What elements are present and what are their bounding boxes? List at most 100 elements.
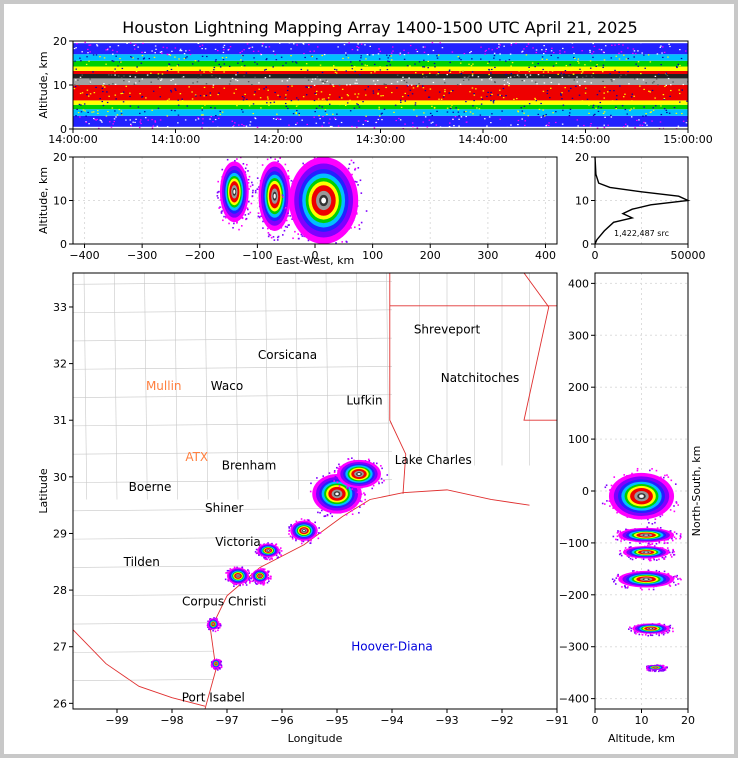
source-density-cell — [476, 107, 478, 109]
source-density-cell — [147, 119, 149, 121]
source-density-cell — [663, 98, 665, 100]
source-density-cell — [130, 125, 133, 127]
source-density-cell — [364, 89, 367, 91]
source-point — [224, 578, 227, 581]
source-density-cell — [663, 127, 665, 129]
source-point — [620, 538, 623, 540]
source-point — [347, 485, 349, 488]
source-density-cell — [199, 69, 201, 71]
source-density-cell — [562, 47, 564, 50]
source-density-cell — [436, 57, 439, 59]
source-density-cell — [652, 109, 655, 111]
source-density-cell — [201, 44, 204, 46]
source-density-cell — [316, 58, 318, 60]
source-density-cell — [214, 48, 217, 50]
source-density-cell — [595, 107, 597, 109]
source-density-cell — [496, 47, 498, 49]
source-point — [221, 210, 223, 212]
source-density-cell — [378, 48, 380, 50]
source-density-cell — [338, 101, 341, 104]
source-density-cell — [469, 52, 471, 54]
source-point — [310, 482, 312, 485]
source-density-cell — [396, 81, 399, 83]
source-point — [673, 510, 676, 513]
source-point — [251, 580, 254, 583]
source-density-cell — [176, 65, 179, 67]
source-density-cell — [243, 97, 245, 99]
source-density-cell — [399, 99, 402, 101]
source-density-cell — [485, 49, 487, 52]
source-density-cell — [380, 113, 383, 115]
source-density-cell — [611, 100, 614, 102]
source-density-cell — [409, 44, 412, 47]
source-density-cell — [151, 119, 153, 121]
density-contour — [644, 534, 649, 536]
source-density-cell — [364, 64, 366, 66]
source-density-cell — [296, 109, 298, 112]
source-density-cell — [551, 47, 553, 49]
source-point — [217, 629, 219, 632]
source-density-cell — [615, 98, 618, 101]
source-density-cell — [267, 89, 269, 91]
source-density-cell — [166, 115, 169, 117]
source-density-cell — [85, 115, 87, 117]
source-density-cell — [184, 57, 187, 59]
source-point — [284, 225, 287, 228]
source-point — [335, 242, 337, 244]
source-density-cell — [448, 69, 451, 71]
source-density-cell — [295, 105, 298, 107]
source-density-cell — [320, 91, 323, 93]
source-density-cell — [130, 56, 132, 58]
source-density-cell — [543, 82, 546, 84]
source-point — [217, 180, 219, 183]
source-count-annotation: 1,422,487 src — [614, 229, 669, 238]
source-density-cell — [487, 62, 489, 64]
source-density-cell — [473, 94, 476, 96]
source-density-cell — [285, 62, 287, 64]
source-point — [283, 229, 286, 232]
source-density-cell — [493, 81, 496, 83]
source-point — [350, 159, 353, 162]
source-density-cell — [228, 65, 231, 68]
source-density-cell — [199, 45, 201, 47]
source-density-cell — [409, 89, 412, 91]
source-point — [318, 151, 320, 153]
source-point — [309, 490, 312, 493]
source-density-cell — [201, 122, 204, 124]
source-density-cell — [252, 103, 255, 105]
source-density-cell — [219, 66, 222, 68]
source-density-cell — [429, 88, 432, 90]
source-point — [314, 521, 316, 524]
source-density-cell — [577, 60, 579, 62]
source-density-cell — [359, 73, 361, 76]
source-point — [287, 169, 289, 172]
source-density-cell — [134, 121, 136, 123]
source-point — [654, 521, 656, 524]
source-density-cell — [235, 79, 237, 81]
source-density-cell — [631, 93, 634, 95]
source-point — [264, 558, 267, 560]
source-density-cell — [428, 96, 431, 98]
source-point — [672, 576, 675, 578]
source-density-cell — [505, 60, 507, 62]
source-density-cell — [129, 95, 131, 98]
source-density-cell — [603, 124, 605, 126]
source-density-cell — [87, 48, 89, 51]
source-density-cell — [306, 86, 309, 88]
source-density-cell — [305, 63, 308, 65]
source-point — [375, 462, 378, 465]
source-density-cell — [498, 46, 500, 48]
source-density-cell — [157, 107, 160, 109]
source-density-cell — [595, 65, 597, 67]
source-point — [269, 234, 272, 237]
source-density-cell — [680, 57, 683, 60]
source-density-cell — [295, 123, 297, 126]
source-density-cell — [209, 118, 211, 120]
source-density-cell — [213, 66, 216, 69]
source-density-cell — [545, 113, 547, 116]
source-density-cell — [685, 102, 688, 105]
source-density-cell — [560, 93, 562, 95]
source-density-cell — [326, 113, 328, 115]
source-density-cell — [95, 54, 98, 56]
source-density-cell — [440, 98, 443, 100]
